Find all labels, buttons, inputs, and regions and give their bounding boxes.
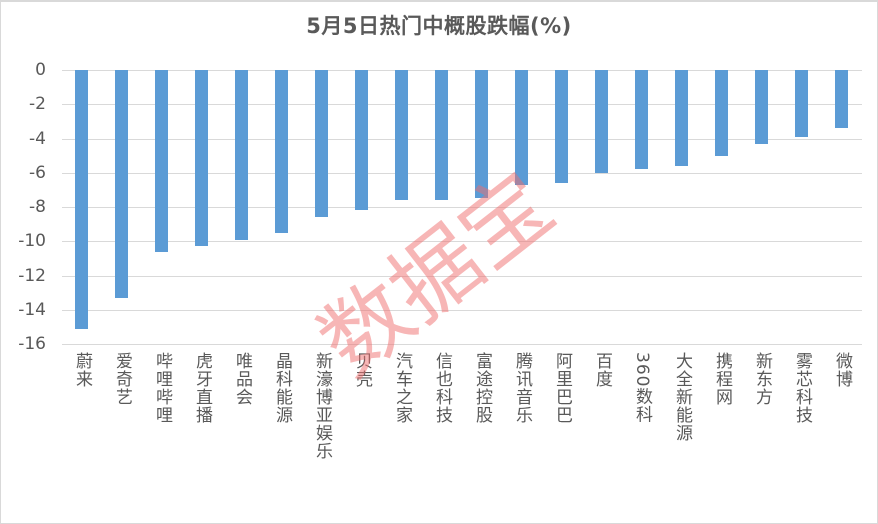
y-tick-label: -2 <box>29 94 46 115</box>
gridline <box>62 104 862 106</box>
bar <box>155 70 168 252</box>
y-tick-label: -16 <box>18 334 46 354</box>
bar <box>635 70 648 170</box>
gridline <box>62 309 862 311</box>
bar <box>795 70 808 137</box>
x-tick-label: 唯品会 <box>232 352 252 406</box>
bar <box>475 70 488 199</box>
gridline <box>62 70 862 71</box>
x-tick-label: 360数科 <box>632 352 652 424</box>
x-tick-label: 汽车之家 <box>392 352 412 424</box>
x-tick-label: 虎牙直播 <box>192 352 212 424</box>
x-tick-label: 新濠博亚娱乐 <box>312 352 332 460</box>
x-tick-label: 携程网 <box>712 352 732 406</box>
bar <box>275 70 288 233</box>
x-tick-label: 信也科技 <box>432 352 452 424</box>
y-tick-label: -14 <box>18 299 46 320</box>
chart-title: 5月5日热门中概股跌幅(%) <box>306 14 572 38</box>
bar <box>835 70 848 129</box>
bar <box>675 70 688 166</box>
gridline <box>62 275 862 277</box>
y-tick-label: 0 <box>35 60 46 80</box>
x-tick-label: 哔哩哔哩 <box>152 352 172 424</box>
gridline <box>62 344 862 345</box>
bar <box>195 70 208 247</box>
bar <box>75 70 88 329</box>
x-tick-label: 大全新能源 <box>672 352 692 442</box>
bar <box>235 70 248 240</box>
x-tick-label: 百度 <box>592 352 612 388</box>
bar <box>355 70 368 211</box>
x-tick-label: 雾芯科技 <box>792 352 812 424</box>
bar <box>515 70 528 185</box>
plot-area <box>62 70 862 345</box>
x-tick-label: 阿里巴巴 <box>552 352 572 424</box>
y-tick-label: -10 <box>18 231 46 252</box>
bar <box>755 70 768 144</box>
x-tick-label: 新东方 <box>752 352 772 406</box>
x-tick-label: 微博 <box>832 352 852 388</box>
y-tick-label: -4 <box>29 128 46 149</box>
gridline <box>62 138 862 140</box>
gridline <box>62 241 862 243</box>
x-tick-label: 贝壳 <box>352 352 372 388</box>
gridline <box>62 172 862 174</box>
bar <box>595 70 608 173</box>
y-tick-label: -8 <box>29 197 46 217</box>
bar <box>395 70 408 201</box>
bar <box>435 70 448 201</box>
x-tick-label: 爱奇艺 <box>112 352 132 406</box>
y-tick-label: -6 <box>29 162 46 183</box>
y-tick-label: -12 <box>18 265 46 286</box>
bar <box>555 70 568 184</box>
gridline <box>62 207 862 208</box>
x-tick-label: 蔚来 <box>72 352 92 388</box>
x-tick-label: 腾讯音乐 <box>512 352 532 424</box>
x-tick-label: 富途控股 <box>472 352 492 424</box>
bar <box>115 70 128 298</box>
bar <box>315 70 328 218</box>
x-tick-label: 晶科能源 <box>272 352 292 424</box>
bar <box>715 70 728 156</box>
